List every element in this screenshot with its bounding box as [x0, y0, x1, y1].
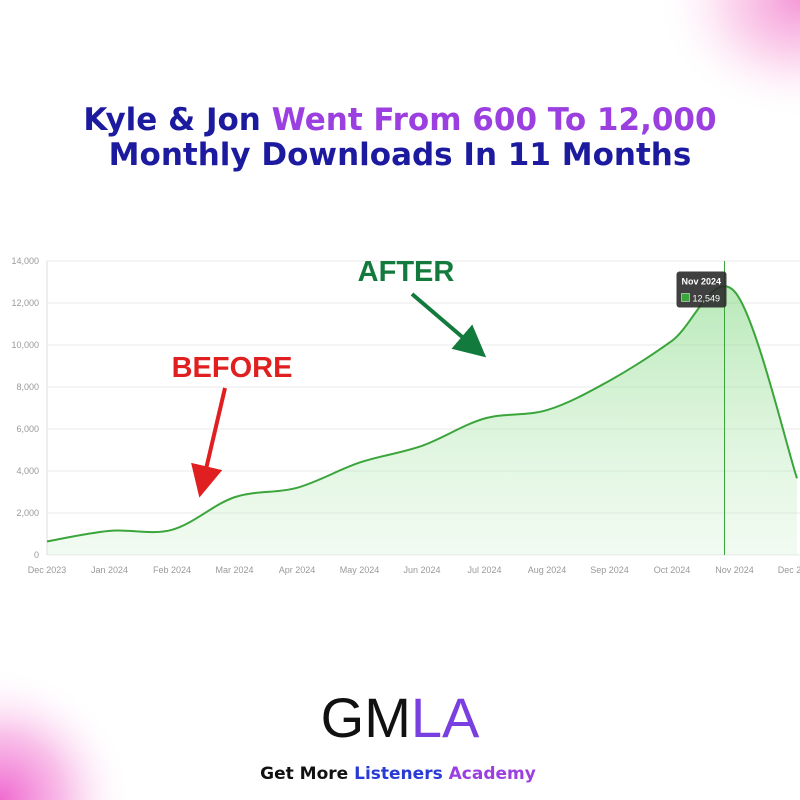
tagline: Get More Listeners Academy	[260, 764, 536, 784]
x-tick-label: Jun 2024	[403, 565, 440, 575]
x-tick-label: May 2024	[340, 565, 380, 575]
title-part: Went From 600 To 12,000	[272, 102, 717, 138]
annotation: AFTER	[358, 256, 455, 288]
x-tick-label: Apr 2024	[279, 565, 316, 575]
x-tick-label: Nov 2024	[715, 565, 754, 575]
arrow	[410, 292, 487, 358]
y-tick-label: 0	[34, 550, 39, 560]
title-part: Kyle & Jon	[83, 102, 271, 138]
y-tick-label: 6,000	[16, 424, 39, 434]
value-label: 12,549	[693, 293, 721, 303]
tagline-part: Listeners	[354, 764, 449, 784]
title: Monthly Downloads In 11 Months	[109, 137, 692, 173]
y-tick-label: 10,000	[11, 340, 39, 350]
y-tick-label: 4,000	[16, 466, 39, 476]
x-tick-label: Oct 2024	[654, 565, 691, 575]
tagline-part: Get More	[260, 764, 354, 784]
y-tick-label: 8,000	[16, 382, 39, 392]
x-tick-label: Jul 2024	[467, 565, 501, 575]
tagline-part: Academy	[449, 764, 536, 784]
arrow	[191, 387, 227, 498]
bg-glow	[0, 580, 220, 800]
tooltip: Nov 2024 12,549	[676, 271, 727, 308]
logo: GMLA	[321, 686, 480, 749]
y-tick-label: 2,000	[16, 508, 39, 518]
x-tick-label: Jan 2024	[91, 565, 128, 575]
x-tick-label: Feb 2024	[153, 565, 191, 575]
title: Kyle & Jon Went From 600 To 12,000	[83, 102, 716, 138]
logo-part: GM	[321, 686, 411, 749]
tooltip-swatch	[681, 293, 690, 302]
bg-glow	[560, 0, 800, 200]
annotation: BEFORE	[172, 352, 293, 384]
x-tick-label: Aug 2024	[528, 565, 567, 575]
x-tick-label: Mar 2024	[215, 565, 253, 575]
tooltip-title: Nov 2024	[682, 276, 722, 286]
x-tick-label: Sep 2024	[590, 565, 629, 575]
y-tick-label: 14,000	[11, 256, 39, 266]
logo-part: LA	[411, 686, 480, 749]
y-tick-label: 12,000	[11, 298, 39, 308]
plot: 0 2,000 4,000 6,000 8,000 10,000 12,000 14,000 D…	[11, 256, 800, 575]
area	[47, 286, 797, 555]
x-tick-label: Dec 2024	[778, 565, 800, 575]
x-tick-label: Dec 2023	[28, 565, 67, 575]
